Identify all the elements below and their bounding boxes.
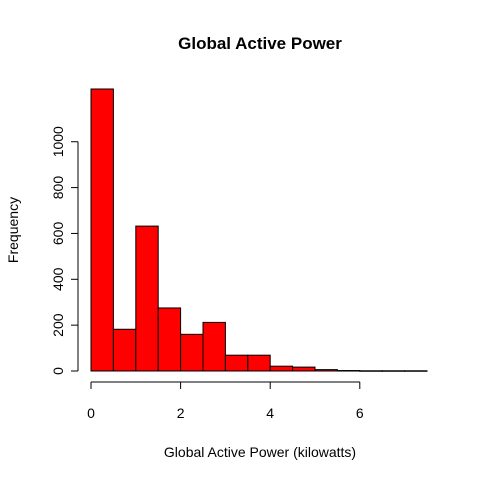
histogram-bar: [90, 88, 114, 372]
chart-title: Global Active Power: [178, 34, 342, 53]
histogram-bar: [269, 365, 294, 372]
histogram-bar: [135, 225, 159, 372]
histogram-bar: [314, 369, 338, 372]
x-axis-label: Global Active Power (kilowatts): [164, 444, 356, 460]
y-tick-label: 600: [50, 222, 66, 246]
y-tick-label: 400: [50, 267, 66, 291]
histogram-bar: [112, 328, 137, 372]
histogram-bar: [157, 307, 182, 372]
histogram-bar: [404, 370, 428, 372]
bars-group: [90, 88, 428, 372]
y-tick-label: 200: [50, 313, 66, 337]
histogram-bar: [336, 370, 361, 372]
histogram-bar: [292, 366, 316, 372]
y-axis: 0 200 400 600 800 1000: [50, 126, 79, 375]
y-axis-label: Frequency: [5, 197, 21, 263]
histogram-bar: [247, 354, 271, 372]
y-tick-label: 0: [50, 367, 66, 375]
histogram-bar: [224, 354, 249, 372]
histogram-bar: [359, 370, 383, 372]
x-tick-label: 6: [356, 405, 364, 421]
y-tick-label: 800: [50, 176, 66, 200]
histogram-bar: [202, 321, 226, 372]
histogram-bar: [180, 333, 204, 372]
histogram-bar: [381, 370, 406, 372]
x-tick-label: 2: [177, 405, 185, 421]
x-tick-label: 4: [266, 405, 274, 421]
x-axis: 0 2 4 6: [87, 381, 364, 421]
x-tick-label: 0: [87, 405, 95, 421]
y-tick-label: 1000: [50, 126, 66, 157]
